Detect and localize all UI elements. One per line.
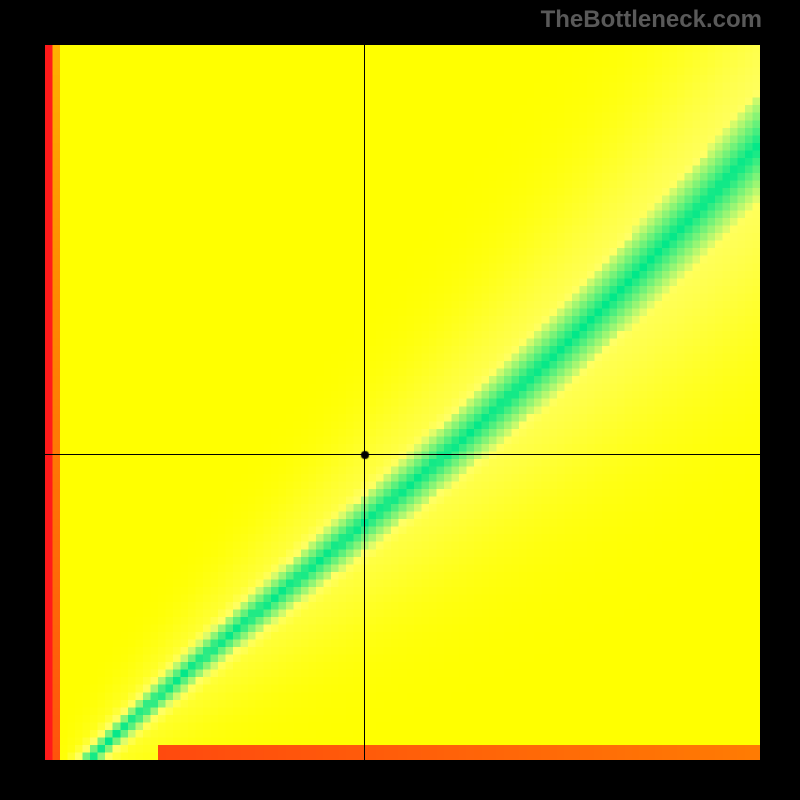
crosshair-horizontal <box>45 454 760 455</box>
chart-container: TheBottleneck.com <box>0 0 800 800</box>
crosshair-marker <box>360 450 370 460</box>
watermark-text: TheBottleneck.com <box>541 6 762 34</box>
crosshair-vertical <box>364 45 365 760</box>
bottleneck-heatmap <box>45 45 760 760</box>
